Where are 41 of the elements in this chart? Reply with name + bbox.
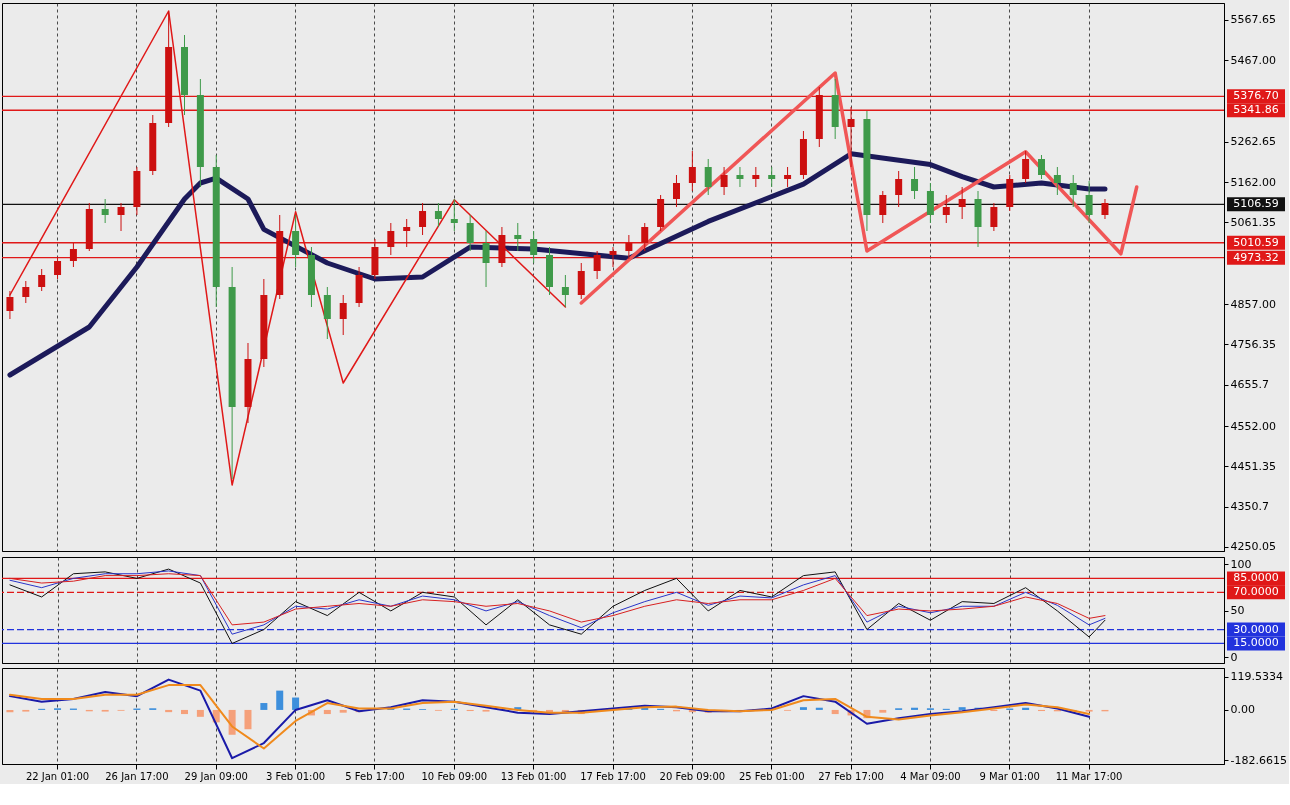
x-tick-label: 9 Mar 01:00 — [979, 770, 1040, 782]
ref-line-label: 4973.32 — [1233, 250, 1279, 264]
ref-line-label: 5341.86 — [1233, 103, 1279, 117]
y-tick-label: 5061.35 — [1230, 215, 1276, 229]
y-tick-label: 5262.65 — [1230, 135, 1276, 149]
ref-line-label: 30.0000 — [1233, 622, 1279, 636]
y-tick-label: 4552.00 — [1230, 419, 1276, 433]
y-tick-label: 0 — [1230, 650, 1238, 664]
x-tick-label: 20 Feb 09:00 — [659, 770, 726, 782]
ref-line-label: 70.0000 — [1233, 585, 1279, 599]
x-tick-label: 26 Jan 17:00 — [105, 770, 169, 782]
y-tick-label: 119.5334 — [1230, 670, 1283, 684]
x-tick-label: 13 Feb 01:00 — [500, 770, 567, 782]
y-tick-label: 4451.35 — [1230, 459, 1276, 473]
x-tick-label: 22 Jan 01:00 — [25, 770, 90, 782]
x-tick-label: 11 Mar 17:00 — [1055, 770, 1123, 782]
x-tick-label: 5 Feb 17:00 — [345, 770, 405, 782]
x-tick-label: 3 Feb 01:00 — [265, 770, 326, 782]
x-tick-label: 17 Feb 17:00 — [580, 770, 646, 782]
y-tick-label: 50 — [1230, 604, 1245, 618]
ref-line-label: 5010.59 — [1233, 235, 1279, 249]
y-tick-label: 5162.00 — [1230, 175, 1276, 189]
x-tick-label: 29 Jan 09:00 — [184, 770, 248, 782]
ref-line-label: 5376.70 — [1233, 89, 1279, 103]
y-tick-label: 4350.7 — [1230, 500, 1269, 514]
y-tick-label: 4250.05 — [1230, 540, 1276, 554]
ref-line-label: 85.0000 — [1233, 571, 1279, 585]
y-tick-label: 5567.65 — [1230, 13, 1276, 27]
y-tick-label: -182.6615 — [1230, 753, 1287, 767]
ref-line-label: 5106.59 — [1233, 197, 1279, 211]
y-tick-label: 4857.00 — [1230, 297, 1276, 311]
y-tick-label: 100 — [1230, 557, 1252, 571]
ref-line-label: 15.0000 — [1233, 636, 1279, 650]
x-tick-label: 27 Feb 17:00 — [818, 770, 884, 782]
y-tick-label: 4655.7 — [1230, 378, 1269, 392]
x-tick-label: 10 Feb 09:00 — [421, 770, 488, 782]
y-tick-label: 5467.00 — [1230, 53, 1276, 67]
x-tick-label: 25 Feb 01:00 — [738, 770, 805, 782]
y-tick-label: 0.00 — [1230, 703, 1255, 717]
y-tick-label: 4756.35 — [1230, 337, 1276, 351]
x-tick-label: 4 Mar 09:00 — [900, 770, 961, 782]
